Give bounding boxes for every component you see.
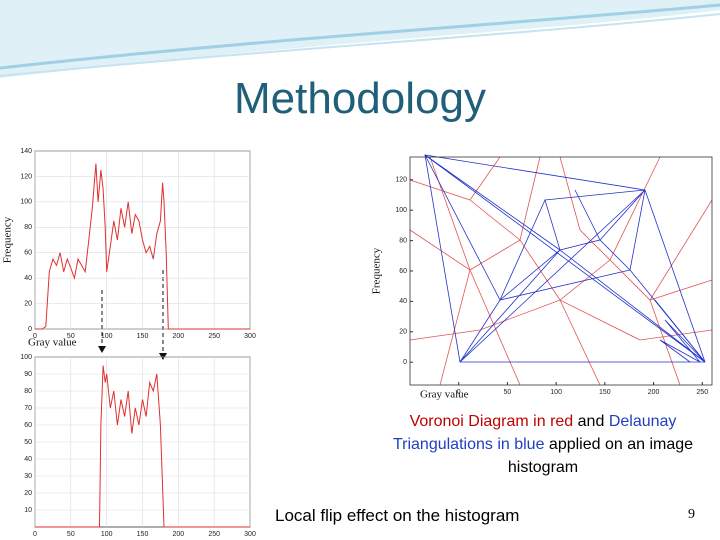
y-tick-label: 60: [24, 250, 32, 257]
x-tick-label: 0: [33, 531, 37, 538]
y-tick-label: 10: [24, 507, 32, 514]
y-tick-label: 120: [20, 173, 32, 180]
x-tick-label: 150: [137, 531, 149, 538]
x-tick-label: 250: [696, 389, 708, 396]
x-tick-label: 200: [172, 333, 184, 340]
histogram-line: [35, 365, 250, 528]
x-tick-label: 250: [208, 531, 220, 538]
y-tick-label: 70: [24, 405, 32, 412]
y-tick-label: 0: [28, 326, 32, 333]
y-tick-label: 40: [24, 275, 32, 282]
y-tick-label: 0: [403, 359, 407, 366]
x-tick-label: 200: [648, 389, 660, 396]
header-wave: [0, 0, 720, 78]
footer-text: Local flip effect on the histogram: [275, 506, 520, 525]
y-tick-label: 80: [399, 237, 407, 244]
x-tick-label: 200: [172, 531, 184, 538]
y-tick-label: 30: [24, 473, 32, 480]
caption-part: applied on an image histogram: [507, 436, 694, 476]
x-tick-label: 150: [599, 389, 611, 396]
y-tick-label: 20: [24, 490, 32, 497]
x-tick-label: 50: [67, 531, 75, 538]
page-number: 9: [688, 507, 695, 522]
histogram-line: [35, 163, 250, 330]
x-axis-label: Gray value: [420, 389, 469, 401]
y-axis-label: Frequency: [2, 216, 14, 263]
x-tick-label: 0: [457, 389, 461, 396]
caption-part: Voronoi Diagram in red: [409, 413, 574, 430]
x-tick-label: 100: [101, 531, 113, 538]
x-tick-label: 0: [33, 333, 37, 340]
x-tick-label: 100: [550, 389, 562, 396]
y-tick-label: 100: [20, 354, 32, 361]
caption: Voronoi Diagram in red and Delaunay Tria…: [388, 410, 698, 479]
y-tick-label: 60: [24, 422, 32, 429]
x-tick-label: 100: [101, 333, 113, 340]
caption-part: and: [577, 413, 605, 430]
x-tick-label: 150: [137, 333, 149, 340]
y-tick-label: 120: [395, 177, 407, 184]
x-tick-label: 50: [504, 389, 512, 396]
y-tick-label: 100: [20, 199, 32, 206]
y-tick-label: 50: [24, 439, 32, 446]
slide-title: Methodology: [234, 74, 486, 123]
y-tick-label: 90: [24, 371, 32, 378]
y-tick-label: 40: [399, 298, 407, 305]
x-axis-label: Gray value: [28, 337, 77, 349]
y-tick-label: 100: [395, 207, 407, 214]
x-tick-label: 300: [244, 333, 256, 340]
y-tick-label: 40: [24, 456, 32, 463]
y-axis-label: Frequency: [371, 247, 383, 294]
y-tick-label: 80: [24, 388, 32, 395]
y-tick-label: 140: [20, 148, 32, 155]
caption-part: Delaunay Triangulations in blue: [392, 413, 677, 453]
voronoi-decoration: [409, 154, 713, 386]
flip-arrows: [98, 270, 167, 360]
y-tick-label: 20: [24, 300, 32, 307]
y-tick-label: 20: [399, 329, 407, 336]
plot-frame: [409, 156, 713, 386]
y-tick-label: 80: [24, 224, 32, 231]
x-tick-label: 300: [244, 531, 256, 538]
x-tick-label: 250: [208, 333, 220, 340]
y-tick-label: 60: [399, 268, 407, 275]
x-tick-label: 50: [67, 333, 75, 340]
